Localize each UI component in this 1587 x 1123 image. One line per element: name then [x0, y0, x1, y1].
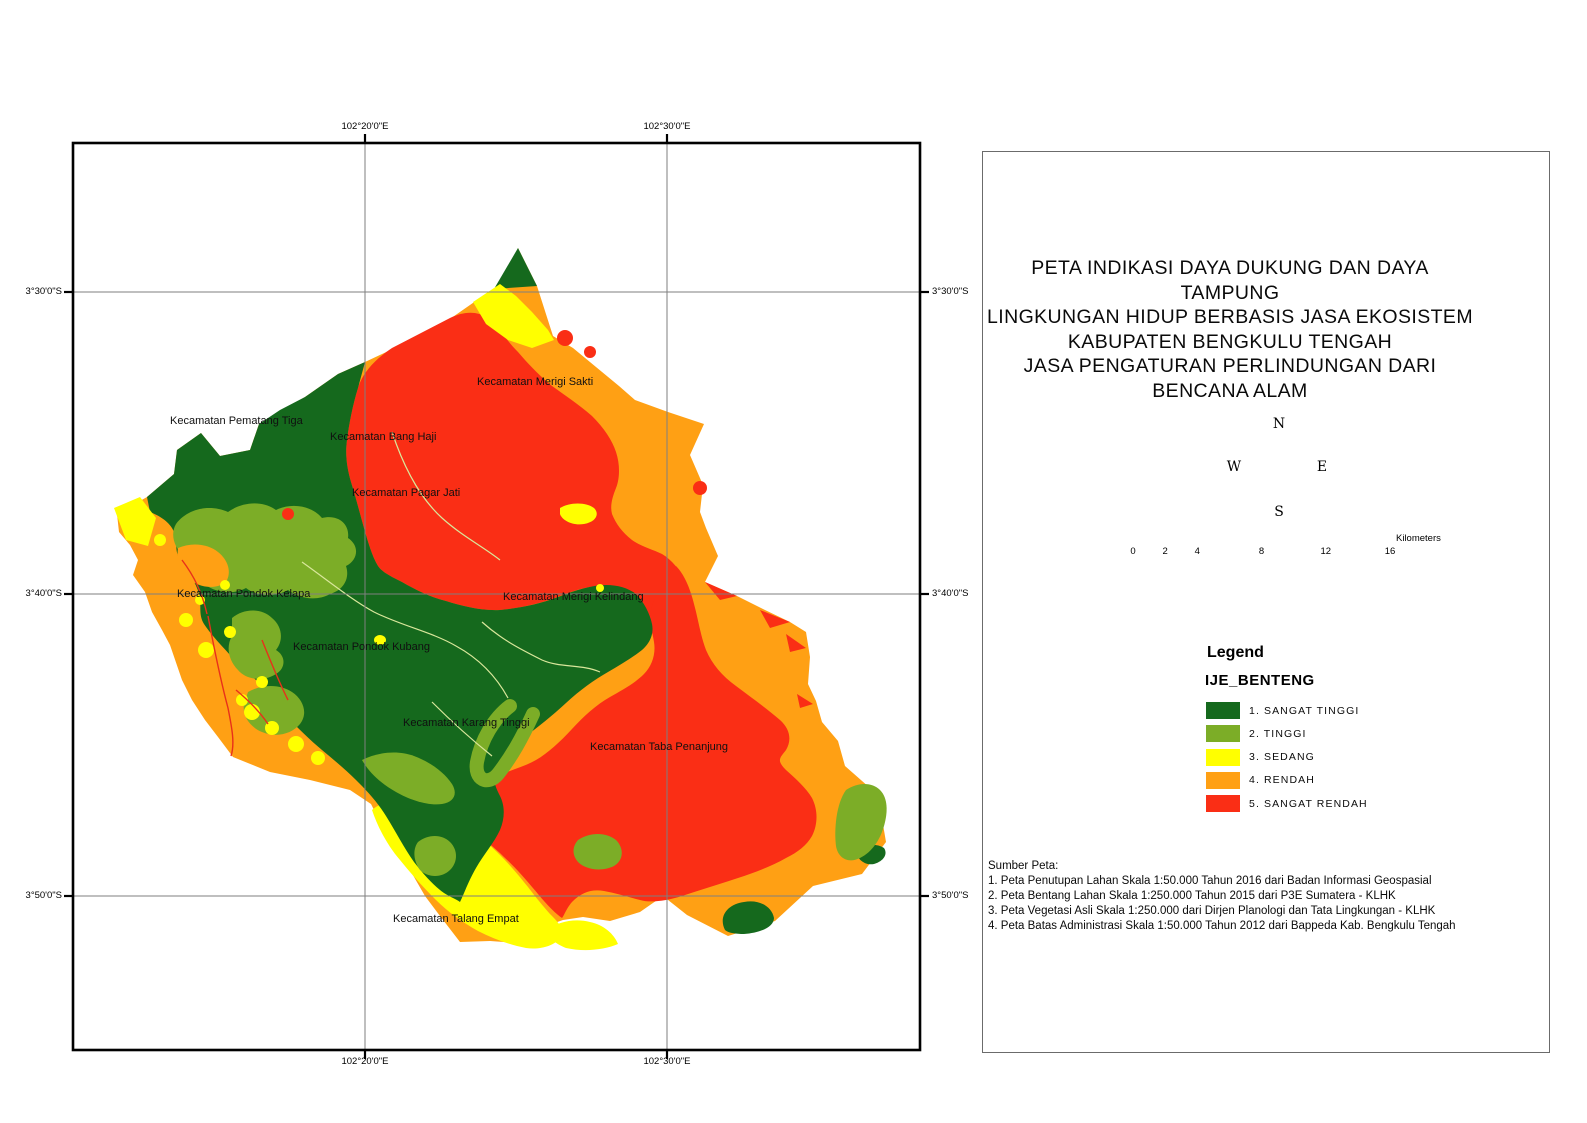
legend-item-label: 5. SANGAT RENDAH: [1249, 797, 1368, 810]
river-lines: [301, 431, 601, 757]
map-region-label: Kecamatan Pematang Tiga: [170, 415, 303, 427]
region-tinggi-karang-tinggi: [469, 699, 540, 788]
region-tinggi-patch: [573, 834, 622, 870]
map-region-label: Kecamatan Taba Penanjung: [590, 741, 729, 753]
compass-west-label: W: [1226, 459, 1242, 475]
graticule-lines: [73, 143, 920, 1050]
region-rendah-pocket: [177, 544, 229, 587]
legend-swatch: [1206, 748, 1240, 766]
legend-item: 4. RENDAH: [1206, 771, 1368, 789]
region-sedang-selatan: [546, 920, 618, 951]
graticule-label-top: 102°30'0"E: [643, 121, 691, 132]
legend-layer-name: IJE_BENTENG: [1205, 672, 1315, 689]
scale-bar-unit: Kilometers: [1396, 533, 1441, 544]
source-line: 2. Peta Bentang Lahan Skala 1:250.000 Ta…: [988, 890, 1396, 902]
legend-item-label: 4. RENDAH: [1249, 774, 1315, 787]
legend-item-label: 2. TINGGI: [1249, 727, 1307, 740]
compass-north-label: N: [1272, 416, 1286, 432]
map-subtitle-line: JASA PENGATURAN PERLINDUNGAN DARI: [1023, 355, 1437, 377]
kabupaten-map: [73, 143, 920, 1050]
scale-bar-tick-label: 0: [1130, 546, 1136, 557]
map-title-line: PETA INDIKASI DAYA DUKUNG DAN DAYA TAMPU…: [1031, 257, 1429, 304]
graticule-label-top: 102°20'0"E: [341, 121, 389, 132]
source-line: 4. Peta Batas Administrasi Skala 1:50.00…: [988, 920, 1456, 932]
graticule-label-left: 3°40'0"S: [25, 588, 62, 599]
scale-bar-tick-label: 2: [1162, 546, 1168, 557]
graticule-label-right: 3°40'0"S: [932, 588, 969, 599]
graticule-ticks: [64, 134, 929, 1059]
map-region-label: Kecamatan Pondok Kelapa: [177, 588, 311, 600]
graticule-label-right: 3°30'0"S: [932, 286, 969, 297]
legend-swatch: [1206, 725, 1240, 743]
region-tinggi-patch: [228, 610, 284, 679]
region-sangat-rendah-utara: [346, 312, 686, 661]
region-tinggi-patch: [243, 686, 305, 735]
region-sangat-rendah-tenggara: [465, 566, 817, 918]
map-frame: [71, 141, 922, 1052]
scale-bar-tick-label: 12: [1320, 546, 1332, 557]
map-subtitle-line: BENCANA ALAM: [1152, 380, 1308, 402]
region-rendah-base: [117, 248, 886, 943]
map-subtitle: JASA PENGATURAN PERLINDUNGAN DARI BENCANA…: [980, 354, 1480, 404]
region-sedang-barat: [114, 497, 156, 546]
map-region-label: Kecamatan Pondok Kubang: [293, 641, 430, 653]
legend-item: 1. SANGAT TINGGI: [1206, 702, 1368, 719]
map-region-label: Kecamatan Talang Empat: [393, 913, 519, 925]
graticule-label-right: 3°50'0"S: [932, 890, 969, 901]
map-title-line: KABUPATEN BENGKULU TENGAH: [1067, 330, 1393, 353]
legend-title: Legend: [1207, 644, 1264, 661]
graticule-label-left: 3°30'0"S: [25, 286, 62, 297]
layout-panel: [982, 151, 1550, 1053]
region-sedang-talang-empat: [372, 784, 563, 949]
region-sangat-tinggi-tenggara: [722, 901, 774, 934]
scale-bar-tick-label: 4: [1194, 546, 1200, 557]
compass-east-label: E: [1316, 459, 1328, 475]
legend-item: 5. SANGAT RENDAH: [1206, 795, 1368, 813]
region-sangat-rendah-slivers: [282, 330, 813, 708]
legend-item-label: 1. SANGAT TINGGI: [1249, 704, 1360, 717]
region-sedang-spots: [154, 534, 604, 765]
map-region-label: Kecamatan Merigi Sakti: [477, 376, 594, 388]
legend-swatch: [1206, 795, 1240, 813]
legend-item: 3. SEDANG: [1206, 748, 1368, 766]
source-line: 1. Peta Penutupan Lahan Skala 1:50.000 T…: [988, 875, 1432, 887]
legend-item: 2. TINGGI: [1206, 725, 1368, 743]
region-sedang-utara: [473, 284, 554, 348]
region-tinggi-patch: [414, 836, 456, 876]
legend-swatch: [1206, 702, 1240, 719]
region-tinggi-tenggara: [835, 784, 887, 861]
map-title-line: LINGKUNGAN HIDUP BERBASIS JASA EKOSISTEM: [987, 306, 1473, 328]
graticule-label-bottom: 102°30'0"E: [643, 1056, 691, 1067]
legend-swatch: [1206, 771, 1240, 789]
legend-item-label: 3. SEDANG: [1249, 751, 1315, 764]
scale-bar-tick-label: 8: [1258, 546, 1265, 557]
compass-south-label: S: [1274, 504, 1284, 520]
region-tinggi-barat: [173, 503, 357, 599]
map-region-label: Kecamatan Bang Haji: [330, 431, 437, 443]
region-sedang-tengah: [560, 503, 597, 525]
region-sangat-tinggi-utama: [147, 362, 653, 902]
road-lines: [181, 559, 289, 757]
region-tinggi-patch: [362, 752, 455, 805]
region-sangat-tinggi-timur: [856, 844, 886, 865]
map-title: PETA INDIKASI DAYA DUKUNG DAN DAYA TAMPU…: [980, 256, 1480, 354]
graticule-label-left: 3°50'0"S: [25, 890, 62, 901]
map-region-label: Kecamatan Merigi Kelindang: [503, 591, 644, 603]
map-region-label: Kecamatan Pagar Jati: [352, 487, 461, 499]
sources-heading: Sumber Peta:: [988, 860, 1059, 872]
scale-bar-tick-label: 16: [1384, 546, 1396, 557]
map-sources: Sumber Peta: 1. Peta Penutupan Lahan Ska…: [988, 859, 1528, 934]
graticule-label-bottom: 102°20'0"E: [341, 1056, 389, 1067]
region-sangat-tinggi-puncak: [494, 248, 537, 289]
legend-items: 1. SANGAT TINGGI 2. TINGGI 3. SEDANG 4. REN…: [1206, 702, 1368, 818]
source-line: 3. Peta Vegetasi Asli Skala 1:250.000 da…: [988, 905, 1436, 917]
map-region-label: Kecamatan Karang Tinggi: [403, 717, 530, 729]
